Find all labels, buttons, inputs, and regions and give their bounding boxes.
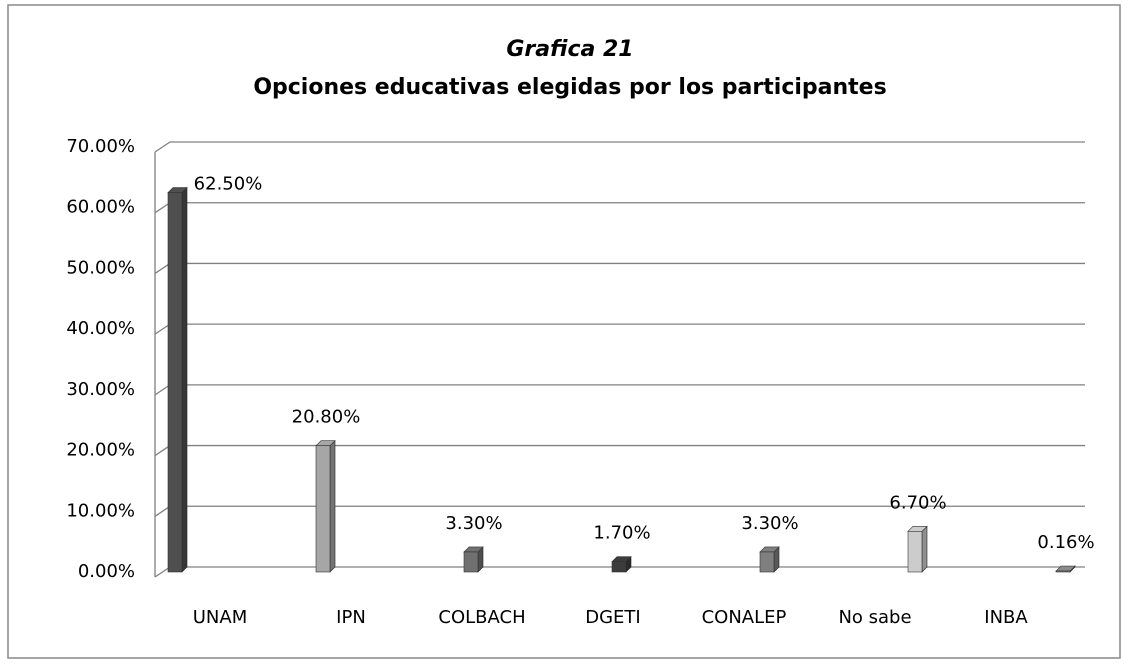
y-tick-label: 30.00% — [66, 379, 135, 400]
bar — [315, 445, 331, 573]
x-tick-label: No sabe — [838, 607, 911, 628]
x-tick-label: CONALEP — [702, 607, 787, 628]
data-label: 3.30% — [445, 513, 502, 534]
data-label: 6.70% — [889, 492, 946, 513]
chart-border — [7, 4, 1121, 659]
y-tick-label: 10.00% — [66, 500, 135, 521]
x-tick-label: COLBACH — [438, 607, 525, 628]
y-tick-label: 50.00% — [66, 257, 135, 278]
chart-title: Grafica 21 — [506, 37, 633, 62]
bar — [907, 531, 923, 573]
bar — [167, 192, 183, 573]
x-tick-label: IPN — [336, 607, 366, 628]
bar-side — [329, 439, 336, 573]
data-label: 0.16% — [1037, 532, 1094, 553]
x-tick-label: UNAM — [193, 607, 247, 628]
bar — [1055, 570, 1071, 573]
x-tick-label: DGETI — [585, 607, 641, 628]
chart-subtitle: Opciones educativas elegidas por los par… — [253, 75, 886, 100]
data-label: 1.70% — [593, 523, 650, 544]
y-tick-label: 40.00% — [66, 318, 135, 339]
grid-line — [154, 141, 1085, 153]
bar-side — [921, 525, 928, 573]
x-tick-label: INBA — [984, 607, 1028, 628]
y-tick-label: 60.00% — [66, 197, 135, 218]
y-tick-label: 70.00% — [66, 136, 135, 157]
bar — [463, 551, 479, 573]
bar — [611, 561, 627, 573]
data-label: 20.80% — [292, 407, 361, 428]
y-tick-label: 0.00% — [78, 561, 135, 582]
bar-side — [181, 186, 188, 573]
data-label: 3.30% — [741, 513, 798, 534]
y-tick-label: 20.00% — [66, 440, 135, 461]
data-label: 62.50% — [194, 174, 263, 195]
bar — [759, 551, 775, 573]
